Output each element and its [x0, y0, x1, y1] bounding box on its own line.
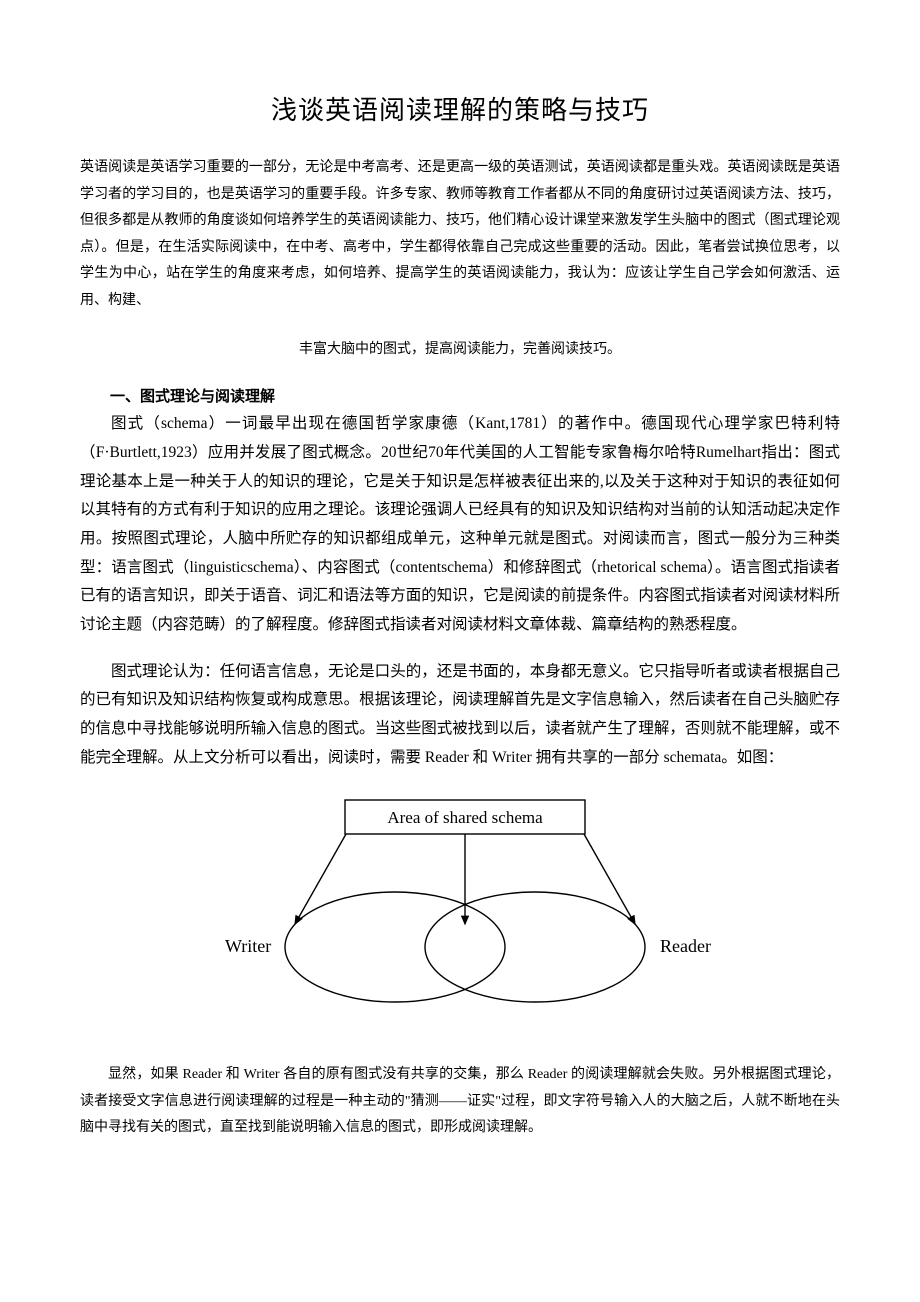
- intro-paragraph: 英语阅读是英语学习重要的一部分，无论是中考高考、还是更高一级的英语测试，英语阅读…: [80, 155, 840, 315]
- schema-diagram: Area of shared schema Writer Reader: [80, 792, 840, 1022]
- section-1-paragraph-1: 图式（schema）一词最早出现在德国哲学家康德（Kant,1781）的著作中。…: [80, 410, 840, 639]
- section-1-heading: 一、图式理论与阅读理解: [80, 385, 840, 406]
- closing-paragraph: 显然，如果 Reader 和 Writer 各自的原有图式没有共享的交集，那么 …: [80, 1062, 840, 1142]
- document-page: 浅谈英语阅读理解的策略与技巧 英语阅读是英语学习重要的一部分，无论是中考高考、还…: [0, 0, 920, 1202]
- document-title: 浅谈英语阅读理解的策略与技巧: [80, 90, 840, 127]
- schema-diagram-svg: Area of shared schema Writer Reader: [200, 792, 720, 1022]
- svg-text:Reader: Reader: [660, 936, 711, 956]
- intro-paragraph-lastline: 丰富大脑中的图式，提高阅读能力，完善阅读技巧。: [80, 337, 840, 364]
- svg-text:Area of shared schema: Area of shared schema: [387, 808, 543, 827]
- svg-text:Writer: Writer: [225, 936, 271, 956]
- section-1-paragraph-2: 图式理论认为：任何语言信息，无论是口头的，还是书面的，本身都无意义。它只指导听者…: [80, 658, 840, 773]
